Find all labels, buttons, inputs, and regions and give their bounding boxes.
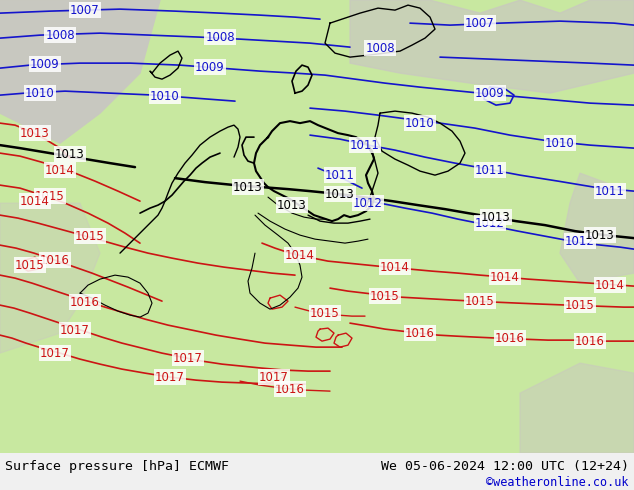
Text: 1015: 1015 [15, 259, 45, 271]
Text: 1015: 1015 [465, 294, 495, 308]
Text: ©weatheronline.co.uk: ©weatheronline.co.uk [486, 476, 629, 489]
Text: 1014: 1014 [20, 195, 50, 208]
Text: 1015: 1015 [75, 230, 105, 243]
Polygon shape [350, 0, 634, 93]
Text: 1008: 1008 [365, 42, 395, 54]
Text: 1017: 1017 [40, 346, 70, 360]
Text: 1016: 1016 [275, 383, 305, 395]
Polygon shape [0, 0, 160, 143]
Polygon shape [0, 203, 100, 353]
Text: 1011: 1011 [325, 169, 355, 182]
Text: We 05-06-2024 12:00 UTC (12+24): We 05-06-2024 12:00 UTC (12+24) [381, 460, 629, 473]
Text: 1013: 1013 [55, 147, 85, 161]
Polygon shape [560, 173, 634, 283]
Text: 1007: 1007 [70, 3, 100, 17]
Text: 1016: 1016 [495, 332, 525, 344]
Polygon shape [0, 0, 634, 453]
Text: 1017: 1017 [60, 323, 90, 337]
Text: 1015: 1015 [565, 298, 595, 312]
Text: 1008: 1008 [205, 30, 235, 44]
Text: 1016: 1016 [70, 295, 100, 309]
Polygon shape [520, 363, 634, 453]
Text: 1015: 1015 [35, 190, 65, 203]
Text: 1012: 1012 [475, 217, 505, 230]
Text: 1016: 1016 [40, 254, 70, 267]
Text: 1013: 1013 [481, 211, 511, 223]
Text: 1012: 1012 [565, 235, 595, 247]
Text: 1007: 1007 [465, 17, 495, 29]
Text: 1013: 1013 [20, 126, 50, 140]
Text: 1015: 1015 [310, 307, 340, 319]
Text: 1016: 1016 [575, 335, 605, 347]
Text: Surface pressure [hPa] ECMWF: Surface pressure [hPa] ECMWF [5, 460, 229, 473]
Text: 1013: 1013 [277, 198, 307, 212]
Text: 1010: 1010 [545, 137, 575, 149]
Text: 1017: 1017 [155, 370, 185, 384]
Text: 1013: 1013 [233, 181, 263, 194]
Text: 1014: 1014 [380, 261, 410, 273]
Text: 1014: 1014 [490, 270, 520, 284]
Text: 1016: 1016 [405, 327, 435, 340]
Text: 1010: 1010 [150, 90, 180, 102]
Text: 1008: 1008 [45, 28, 75, 42]
Text: 1011: 1011 [595, 185, 625, 197]
Text: 1014: 1014 [285, 248, 315, 262]
Text: 1009: 1009 [195, 61, 225, 74]
Text: 1014: 1014 [595, 279, 625, 292]
Text: 1011: 1011 [475, 164, 505, 176]
Text: 1010: 1010 [25, 87, 55, 99]
Text: 1012: 1012 [353, 196, 383, 210]
Text: 1009: 1009 [30, 58, 60, 71]
Text: 1015: 1015 [370, 290, 400, 303]
Text: 1010: 1010 [405, 117, 435, 130]
Text: 1009: 1009 [475, 87, 505, 99]
Text: 1013: 1013 [325, 188, 355, 200]
Text: 1011: 1011 [350, 139, 380, 151]
Text: 1017: 1017 [259, 370, 289, 384]
Text: 1014: 1014 [45, 164, 75, 176]
Text: 1013: 1013 [585, 229, 615, 242]
Text: 1017: 1017 [173, 352, 203, 365]
